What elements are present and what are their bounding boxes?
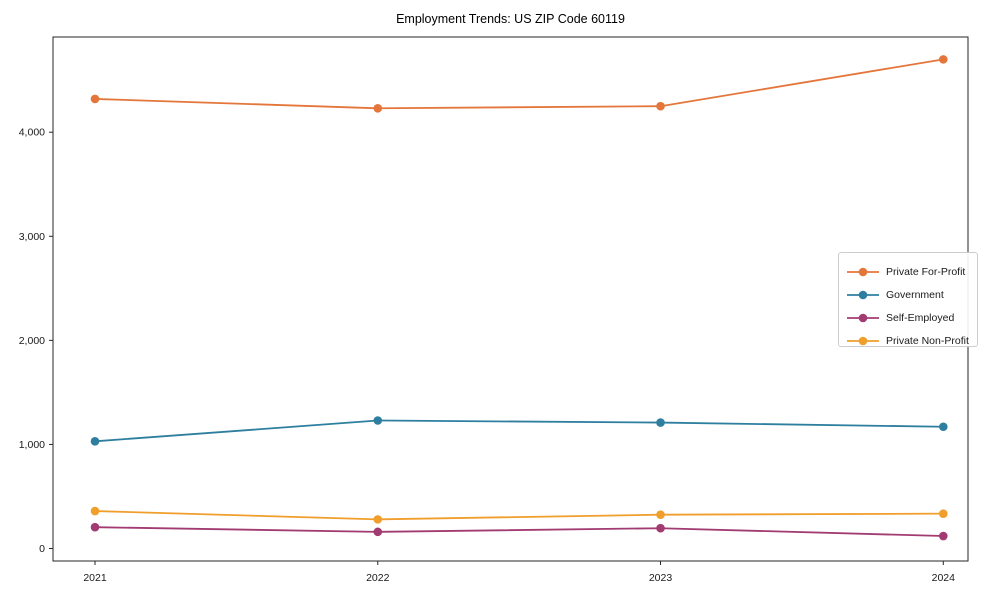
legend-dot [858, 267, 868, 276]
x-tick-label: 2022 [366, 572, 390, 584]
legend-entry: Government [846, 283, 977, 306]
legend: Private For-Profit Government Self-Emplo… [838, 252, 978, 347]
legend-marker-icon [847, 267, 879, 276]
x-tick-label: 2021 [83, 572, 107, 584]
legend-dot [858, 313, 868, 323]
x-tick-label: 2024 [932, 572, 956, 584]
y-tick-label: 0 [39, 543, 45, 555]
legend-marker-icon [847, 290, 879, 300]
legend-marker-icon [847, 336, 879, 346]
legend-label: Private Non-Profit [886, 335, 969, 348]
y-tick-label: 1,000 [19, 439, 45, 451]
legend-label: Private For-Profit [886, 265, 966, 278]
series-line [94, 510, 945, 521]
legend-entry: Private For-Profit [846, 260, 977, 283]
series-line [94, 526, 945, 537]
data-point [939, 55, 948, 64]
data-point [373, 416, 383, 425]
series-line [94, 58, 945, 110]
legend-label: Government [886, 288, 944, 301]
data-point [656, 510, 665, 519]
legend-label: Self-Employed [886, 311, 955, 324]
data-point [373, 527, 383, 537]
data-point [939, 422, 948, 432]
data-point [90, 94, 100, 104]
data-point [90, 522, 100, 532]
x-tick-label: 2023 [649, 572, 673, 584]
data-point [656, 418, 665, 427]
data-point [656, 101, 665, 111]
data-point [373, 515, 383, 524]
legend-marker-icon [847, 313, 879, 323]
chart-title: Employment Trends: US ZIP Code 60119 [396, 12, 625, 26]
legend-entry: Self-Employed [846, 306, 977, 329]
data-point [90, 437, 100, 446]
legend-entry: Private Non-Profit [846, 330, 977, 353]
y-tick-label: 4,000 [19, 127, 45, 139]
series-line [94, 419, 945, 443]
legend-dot [858, 290, 868, 300]
data-point [90, 506, 100, 516]
data-point [373, 103, 383, 113]
data-point [656, 523, 665, 533]
data-point [939, 531, 948, 541]
y-tick-label: 2,000 [19, 335, 45, 347]
plot-frame [52, 36, 969, 562]
data-point [939, 509, 948, 518]
y-tick-label: 3,000 [19, 231, 45, 243]
legend-dot [858, 336, 868, 346]
